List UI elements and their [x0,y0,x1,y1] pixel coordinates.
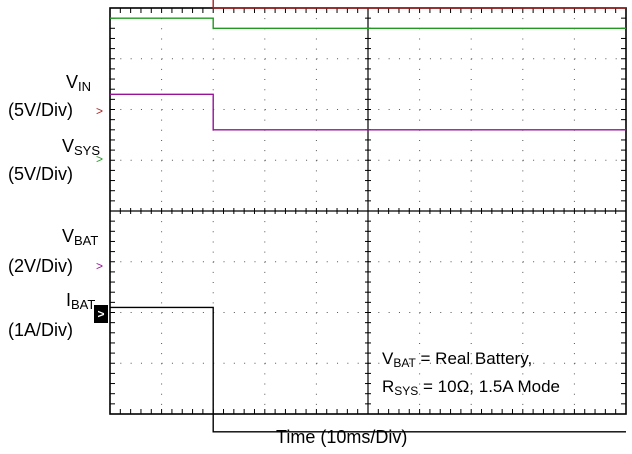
annotation-line-2: RSYS = 10Ω, 1.5A Mode [382,377,561,398]
annotation-line-1: VBAT = Real Battery, [382,349,533,370]
vin-marker: > [96,104,104,118]
vsys-marker: > [96,152,104,166]
trace-3 [110,306,626,433]
x-axis-label: Time (10ms/Div) [276,427,408,447]
traces [110,0,626,433]
trace-1 [110,17,626,29]
vbat-scale-label: (2V/Div) [8,256,74,276]
vbat-marker: > [96,259,104,273]
ibat-label: IBAT [66,290,96,312]
vbat-label: VBAT [62,226,99,248]
vsys-scale-label: (5V/Div) [8,164,74,184]
vsys-label: VSYS [62,136,101,158]
ibat-marker: > [94,305,108,323]
trace-2 [110,93,626,131]
vin-scale-label: (5V/Div) [8,100,74,120]
ibat-scale-label: (1A/Div) [8,320,74,340]
trace-0 [212,0,626,9]
graticule [109,7,627,415]
vin-label: VIN [66,72,92,94]
